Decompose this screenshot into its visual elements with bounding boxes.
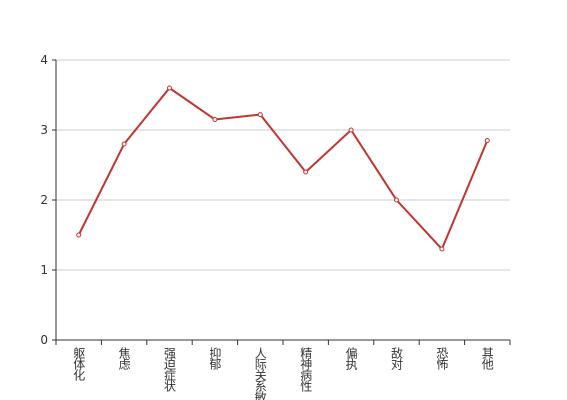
point bbox=[348, 127, 354, 133]
point bbox=[167, 85, 172, 91]
x-tick-label: 精神病性 bbox=[299, 347, 313, 393]
x-tick-label: 强迫症状 bbox=[163, 347, 177, 392]
x-tick-label: 抑郁 bbox=[208, 346, 222, 371]
point bbox=[121, 141, 127, 147]
y-tick-label: 3 bbox=[40, 123, 48, 137]
y-tick-label: 1 bbox=[40, 263, 48, 277]
x-tick-label: 焦虑 bbox=[117, 347, 131, 370]
point bbox=[212, 117, 218, 122]
x-tick-label: 敌对 bbox=[390, 346, 404, 370]
point bbox=[257, 112, 263, 118]
line bbox=[77, 86, 489, 251]
point bbox=[484, 138, 490, 143]
point bbox=[439, 246, 445, 252]
point bbox=[303, 169, 309, 175]
point bbox=[76, 232, 82, 238]
point bbox=[394, 197, 399, 203]
x-tick-label: 其他 bbox=[480, 347, 494, 370]
y-tick-label: 0 bbox=[40, 333, 48, 347]
y-tick-label: 4 bbox=[40, 53, 48, 67]
x-tick-label: 人际关系敏感 bbox=[253, 347, 267, 400]
y-tick-label: 2 bbox=[40, 193, 48, 207]
x-tick-label: 恐怖 bbox=[435, 347, 449, 370]
x-tick-label: 偏执 bbox=[344, 346, 358, 371]
x-tick-label: 躯体化 bbox=[72, 346, 86, 382]
